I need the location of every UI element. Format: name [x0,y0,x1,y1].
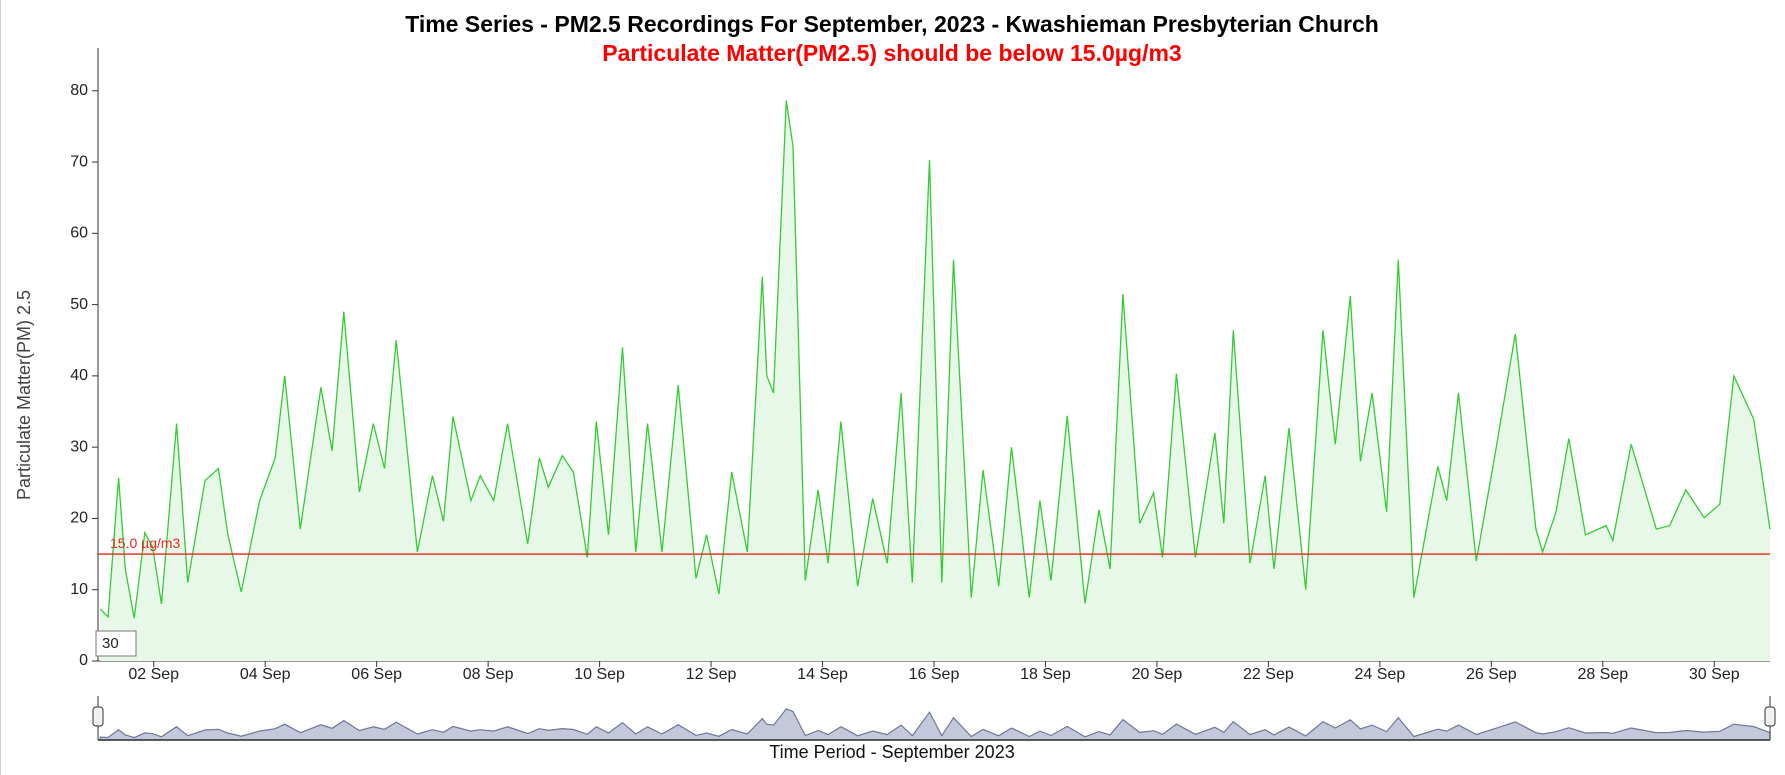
x-axis-label: Time Period - September 2023 [769,742,1014,762]
range-input[interactable] [95,630,137,657]
threshold-label: 15.0 µg/m3 [110,535,181,551]
area [100,100,1771,661]
y-axis-label: Particulate Matter(PM) 2.5 [14,290,34,500]
x-tick-label: 22 Sep [1243,666,1294,683]
y-tick-label: 80 [70,82,88,99]
chart-title: Time Series - PM2.5 Recordings For Septe… [405,11,1379,37]
y-tick-label: 0 [79,652,88,669]
x-tick-label: 24 Sep [1355,666,1406,683]
y-tick-label: 40 [70,367,88,384]
y-tick-label: 50 [70,296,88,313]
x-tick-label: 18 Sep [1020,666,1071,683]
x-tick-label: 08 Sep [463,666,514,683]
x-tick-label: 28 Sep [1577,666,1628,683]
x-tick-label: 26 Sep [1466,666,1517,683]
y-tick-label: 70 [70,153,88,170]
x-tick-label: 16 Sep [909,666,960,683]
x-tick-label: 06 Sep [351,666,402,683]
x-tick-label: 12 Sep [686,666,737,683]
x-tick-label: 10 Sep [574,666,625,683]
chart-subtitle: Particulate Matter(PM2.5) should be belo… [602,40,1181,66]
y-tick-label: 30 [70,438,88,455]
line [99,100,1771,619]
navigator-handle[interactable] [92,706,104,727]
y-tick-label: 20 [70,510,88,527]
range-input-value: 30 [102,635,119,652]
y-tick-label: 10 [70,581,88,598]
y-tick-label: 60 [70,225,88,242]
x-tick-label: 02 Sep [128,666,179,683]
x-tick-label: 04 Sep [240,666,291,683]
x-tick-label: 30 Sep [1689,666,1740,683]
navigator-area [99,708,1771,741]
x-tick-label: 20 Sep [1132,666,1183,683]
x-tick-label: 14 Sep [797,666,848,683]
navigator-handle[interactable] [1764,706,1776,727]
